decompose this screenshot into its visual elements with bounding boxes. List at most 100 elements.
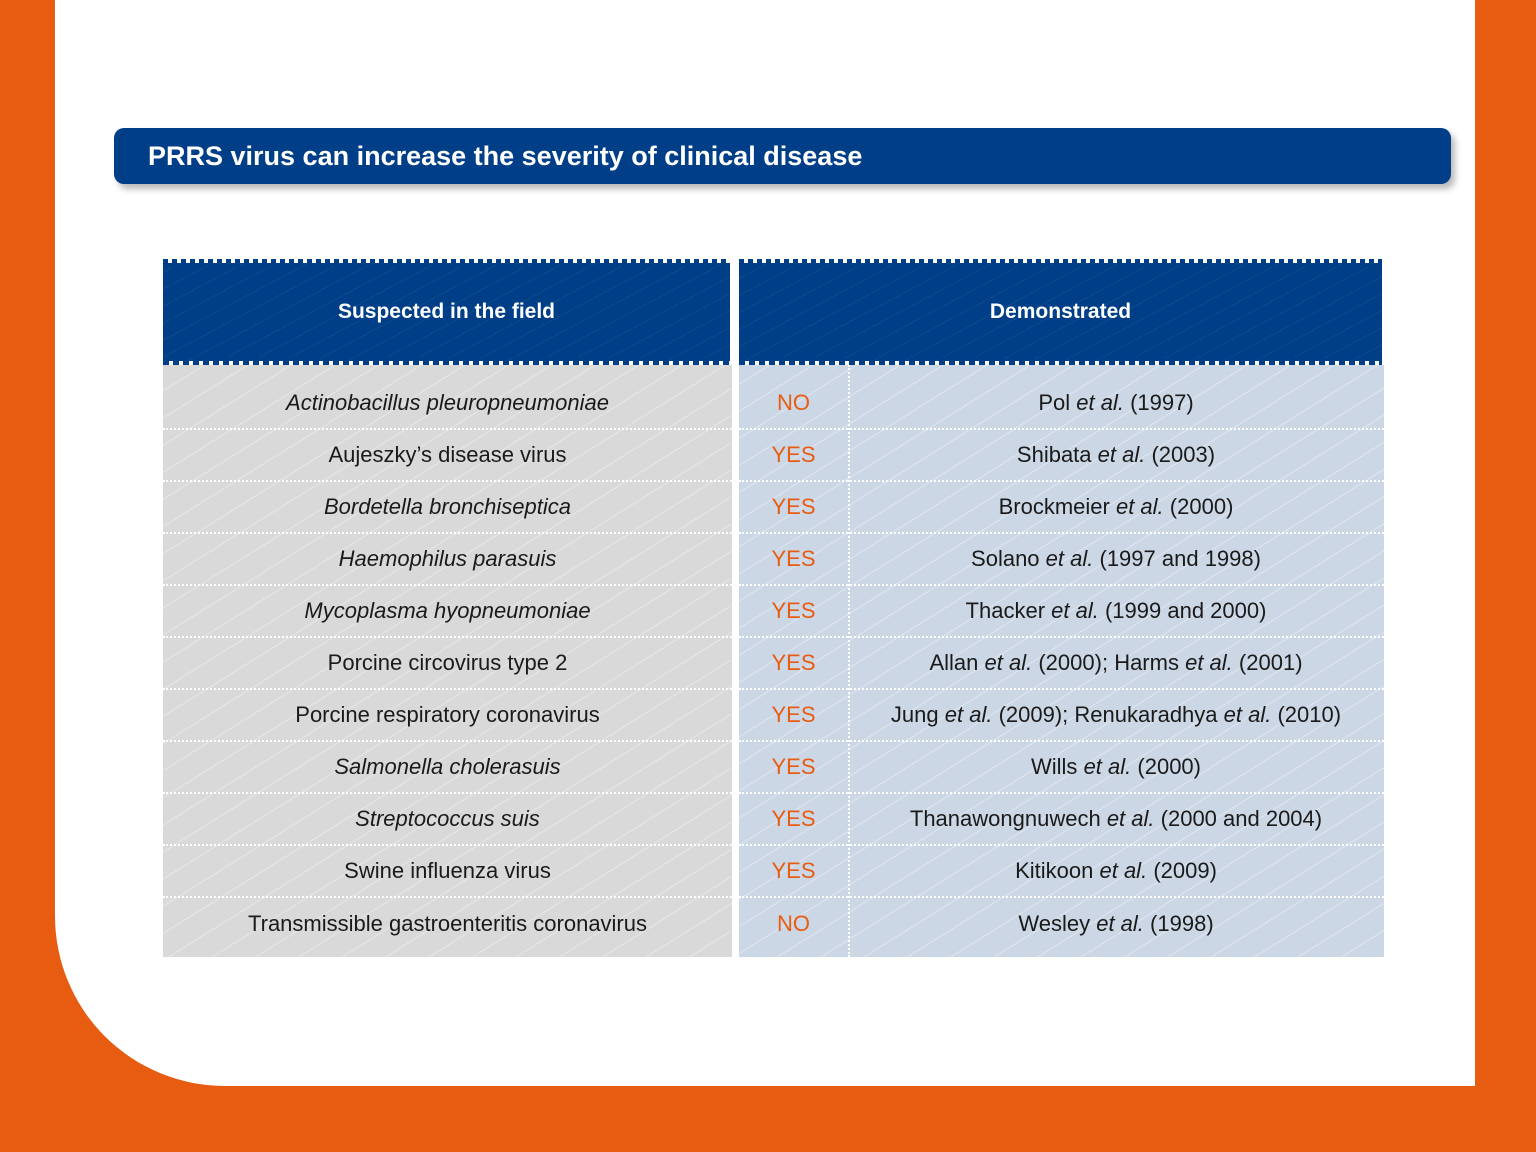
demonstrated-column-background [739, 365, 1384, 957]
demonstrated-answer: YES [771, 702, 816, 727]
table-row: YES Thanawongnuwech et al. (2000 and 2004… [739, 794, 1384, 846]
table-row: Salmonella cholerasuis [163, 742, 732, 794]
reference: Kitikoon et al. (2009) [848, 858, 1384, 884]
table-row: YES Allan et al. (2000); Harms et al. (20… [739, 638, 1384, 690]
evidence-list: NO Pol et al. (1997) YES Shibata et al. (20… [739, 378, 1384, 950]
demonstrated-answer: YES [771, 598, 816, 623]
reference-author: et al. [1185, 650, 1233, 675]
demonstrated-answer: YES [771, 494, 816, 519]
reference-author: Thanawongnuwech [909, 806, 1101, 831]
header-left-label: Suspected in the field [337, 300, 556, 323]
reference-author: et al. [1106, 806, 1155, 831]
agent-name: Swine influenza virus [344, 858, 551, 883]
table-row: Swine influenza virus [163, 846, 732, 898]
reference-author: Brockmeier [998, 494, 1110, 519]
demonstrated-answer: YES [771, 442, 816, 467]
reference-author: Shibata [1016, 442, 1092, 467]
table-row: YES Wills et al. (2000) [739, 742, 1384, 794]
table-row: Bordetella bronchiseptica [163, 482, 732, 534]
table-row: Porcine respiratory coronavirus [163, 690, 732, 742]
table-row: NO Pol et al. (1997) [739, 378, 1384, 430]
table-row: YES Thacker et al. (1999 and 2000) [739, 586, 1384, 638]
agent-name: Aujeszky’s disease virus [328, 442, 567, 467]
header-suspected-in-field: Suspected in the field [163, 259, 730, 365]
agent-name: Mycoplasma hyopneumoniae [304, 598, 591, 623]
reference: Solano et al. (1997 and 1998) [848, 546, 1384, 572]
reference-author: Wesley [1018, 911, 1091, 936]
agent-name: Porcine respiratory coronavirus [295, 702, 600, 727]
reference-author: (2009) [1153, 858, 1217, 883]
demonstrated-answer: YES [771, 754, 816, 779]
title-banner: PRRS virus can increase the severity of … [114, 128, 1451, 184]
table-row: YES Kitikoon et al. (2009) [739, 846, 1384, 898]
reference-author: et al. [1223, 702, 1272, 727]
reference: Wesley et al. (1998) [848, 911, 1384, 937]
demonstrated-answer: YES [771, 546, 816, 571]
reference: Allan et al. (2000); Harms et al. (2001) [848, 650, 1384, 676]
reference-author: Thacker [965, 598, 1046, 623]
agent-name: Bordetella bronchiseptica [323, 494, 572, 519]
reference-author: et al. [1097, 442, 1146, 467]
reference: Thacker et al. (1999 and 2000) [848, 598, 1384, 624]
table-row: Porcine circovirus type 2 [163, 638, 732, 690]
table-row: Aujeszky’s disease virus [163, 430, 732, 482]
reference-author: (1998) [1150, 911, 1214, 936]
reference-author: (2000) [1137, 754, 1201, 779]
agent-name: Haemophilus parasuis [338, 546, 557, 571]
reference: Shibata et al. (2003) [848, 442, 1384, 468]
demonstrated-answer: NO [777, 911, 810, 936]
table-row: Mycoplasma hyopneumoniae [163, 586, 732, 638]
reference-author: (2000); [1038, 650, 1109, 675]
header-right-label: Demonstrated [989, 300, 1132, 323]
reference-author: (1999 and 2000) [1104, 598, 1267, 623]
agents-list: Actinobacillus pleuropneumoniae Aujeszky’… [163, 378, 732, 950]
reference-author: Harms [1114, 650, 1179, 675]
reference-author: Kitikoon [1015, 858, 1094, 883]
table-row: YES Solano et al. (1997 and 1998) [739, 534, 1384, 586]
reference-author: et al. [1115, 494, 1164, 519]
table-row: Streptococcus suis [163, 794, 732, 846]
agent-name: Salmonella cholerasuis [334, 754, 561, 779]
reference-author: (1997) [1130, 390, 1194, 415]
reference-author: et al. [1083, 754, 1132, 779]
reference: Wills et al. (2000) [848, 754, 1384, 780]
reference-author: (2000) [1169, 494, 1234, 519]
page-title: PRRS virus can increase the severity of … [148, 141, 863, 171]
demonstrated-answer: YES [771, 650, 816, 675]
reference-author: Allan [929, 650, 979, 675]
header-demonstrated: Demonstrated [739, 259, 1382, 365]
agent-name: Actinobacillus pleuropneumoniae [286, 390, 609, 415]
reference-author: et al. [1045, 546, 1094, 571]
reference-author: (2010) [1277, 702, 1342, 727]
reference-author: et al. [984, 650, 1033, 675]
table-row: YES Jung et al. (2009); Renukaradhya et a… [739, 690, 1384, 742]
reference-author: Jung [890, 702, 939, 727]
table-row: YES Brockmeier et al. (2000) [739, 482, 1384, 534]
reference: Pol et al. (1997) [848, 390, 1384, 416]
demonstrated-answer: YES [771, 858, 816, 883]
reference-author: (2001) [1238, 650, 1303, 675]
table-row: Actinobacillus pleuropneumoniae [163, 378, 732, 430]
reference-author: (1997 and 1998) [1099, 546, 1261, 571]
table-row: NO Wesley et al. (1998) [739, 898, 1384, 950]
reference: Thanawongnuwech et al. (2000 and 2004) [848, 806, 1384, 832]
table-row: YES Shibata et al. (2003) [739, 430, 1384, 482]
agent-name: Streptococcus suis [355, 806, 540, 831]
table-row: Haemophilus parasuis [163, 534, 732, 586]
reference-author: Wills [1031, 754, 1078, 779]
demonstrated-answer: NO [777, 390, 810, 415]
reference-author: (2003) [1151, 442, 1216, 467]
reference-author: et al. [1099, 858, 1148, 883]
reference: Jung et al. (2009); Renukaradhya et al. … [848, 702, 1384, 728]
reference-author: Solano [971, 546, 1040, 571]
agent-name: Transmissible gastroenteritis coronaviru… [248, 911, 647, 936]
reference-author: (2009); [998, 702, 1069, 727]
suspected-column-background [163, 365, 732, 957]
reference: Brockmeier et al. (2000) [848, 494, 1384, 520]
reference-author: (2000 and 2004) [1160, 806, 1323, 831]
table-row: Transmissible gastroenteritis coronaviru… [163, 898, 732, 950]
reference-author: et al. [1051, 598, 1099, 623]
reference-author: et al. [1076, 390, 1124, 415]
reference-author: Pol [1038, 390, 1071, 415]
demonstrated-answer: YES [771, 806, 816, 831]
